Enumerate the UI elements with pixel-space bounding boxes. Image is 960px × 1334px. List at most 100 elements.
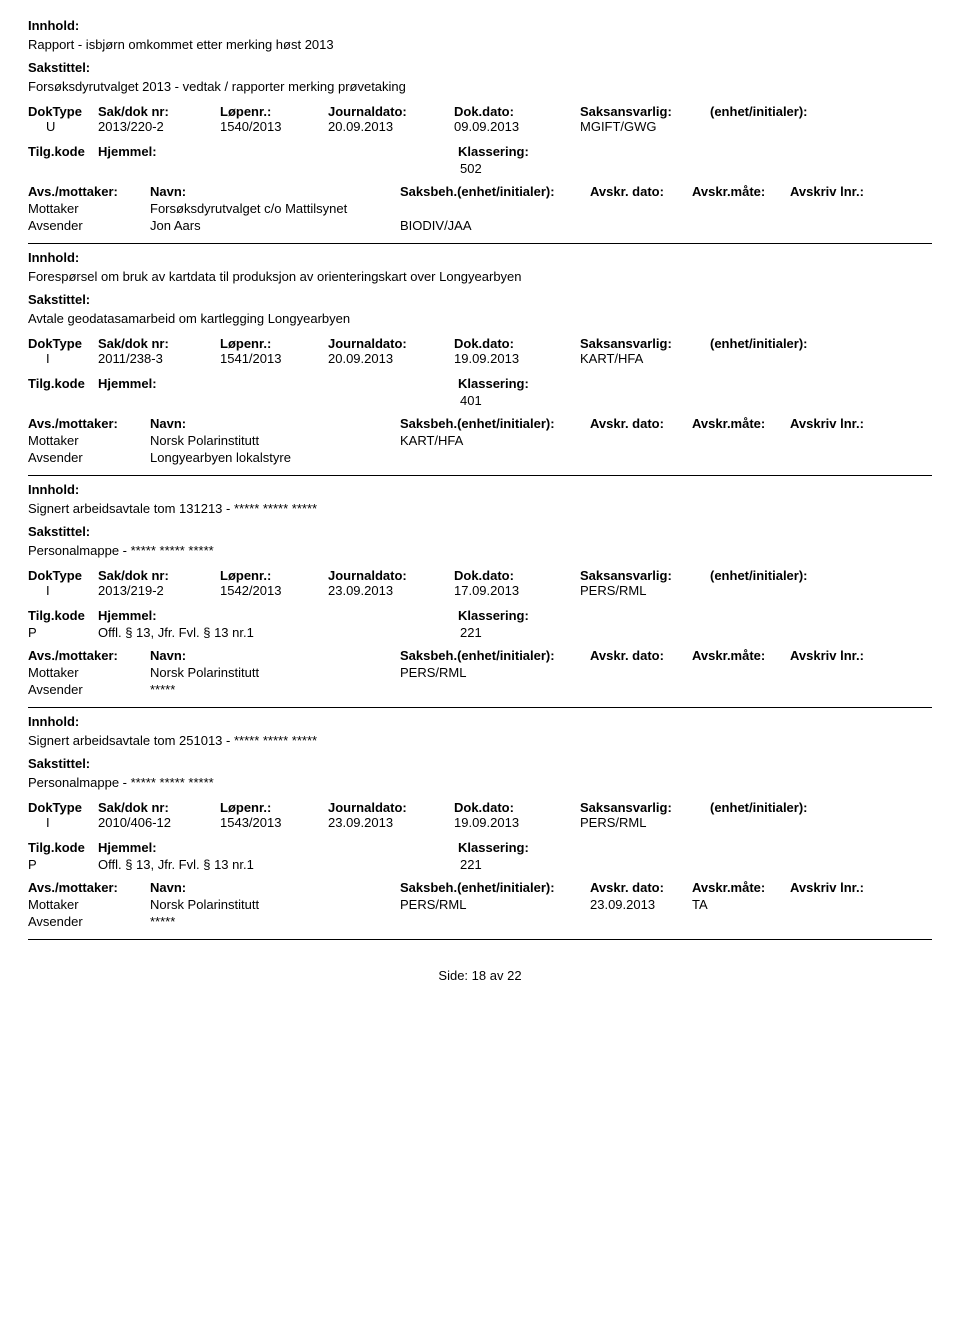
- party-header: Avs./mottaker: Navn: Saksbeh.(enhet/init…: [28, 648, 932, 663]
- party-saksbeh: KART/HFA: [400, 433, 590, 448]
- party-header: Avs./mottaker: Navn: Saksbeh.(enhet/init…: [28, 416, 932, 431]
- journal-record: Innhold: Signert arbeidsavtale tom 13121…: [28, 482, 932, 697]
- enhet-header: (enhet/initialer):: [710, 800, 814, 815]
- enhet-header: (enhet/initialer):: [710, 336, 814, 351]
- sakstittel-text: Personalmappe - ***** ***** *****: [28, 775, 932, 790]
- party-row: Avsender Longyearbyen lokalstyre: [28, 450, 932, 465]
- tilgkode-label: Tilg.kode: [28, 376, 98, 391]
- avskrlnr-label: Avskriv lnr.:: [790, 416, 864, 431]
- enhet-header: (enhet/initialer):: [710, 104, 814, 119]
- party-name: Norsk Polarinstitutt: [150, 665, 400, 680]
- sakdok-value: 2013/220-2: [98, 119, 220, 134]
- klassering-value: 221: [460, 625, 482, 640]
- party-role: Avsender: [28, 450, 150, 465]
- dokdato-header: Dok.dato:: [454, 800, 580, 815]
- saksansvarlig-header: Saksansvarlig:: [580, 800, 710, 815]
- doktype-header: DokType: [28, 800, 98, 815]
- hjemmel-label: Hjemmel:: [98, 840, 398, 855]
- side-label: Side:: [438, 968, 468, 983]
- navn-label: Navn:: [150, 416, 400, 431]
- avskrdato-label: Avskr. dato:: [590, 880, 692, 895]
- journaldato-header: Journaldato:: [328, 336, 454, 351]
- doktype-header: DokType: [28, 104, 98, 119]
- saksbeh-label: Saksbeh.(enhet/initialer):: [400, 416, 590, 431]
- saksansvarlig-value: PERS/RML: [580, 815, 710, 830]
- record-divider: [28, 475, 932, 476]
- columns-values: I 2010/406-12 1543/2013 23.09.2013 19.09…: [28, 815, 932, 830]
- hjemmel-value-row: 401: [28, 393, 932, 408]
- lopenr-value: 1541/2013: [220, 351, 328, 366]
- party-row: Mottaker Norsk Polarinstitutt KART/HFA: [28, 433, 932, 448]
- innhold-label: Innhold:: [28, 250, 932, 265]
- av-label: av: [490, 968, 504, 983]
- hjemmel-header-row: Tilg.kode Hjemmel: Klassering:: [28, 376, 932, 391]
- party-row: Avsender Jon Aars BIODIV/JAA: [28, 218, 932, 233]
- lopenr-value: 1542/2013: [220, 583, 328, 598]
- klassering-label: Klassering:: [458, 376, 529, 391]
- journaldato-header: Journaldato:: [328, 568, 454, 583]
- hjemmel-value: Offl. § 13, Jfr. Fvl. § 13 nr.1: [98, 625, 400, 640]
- party-row: Mottaker Forsøksdyrutvalget c/o Mattilsy…: [28, 201, 932, 216]
- hjemmel-value-row: P Offl. § 13, Jfr. Fvl. § 13 nr.1 221: [28, 857, 932, 872]
- party-name: *****: [150, 914, 400, 929]
- party-role: Mottaker: [28, 201, 150, 216]
- avsmottaker-label: Avs./mottaker:: [28, 184, 150, 199]
- avskrdato-label: Avskr. dato:: [590, 648, 692, 663]
- columns-header: DokType Sak/dok nr: Løpenr.: Journaldato…: [28, 336, 932, 351]
- party-name: Forsøksdyrutvalget c/o Mattilsynet: [150, 201, 400, 216]
- avskrmate-label: Avskr.måte:: [692, 416, 790, 431]
- dokdato-header: Dok.dato:: [454, 568, 580, 583]
- lopenr-header: Løpenr.:: [220, 568, 328, 583]
- journaldato-header: Journaldato:: [328, 104, 454, 119]
- avskrlnr-label: Avskriv lnr.:: [790, 184, 864, 199]
- hjemmel-label: Hjemmel:: [98, 608, 398, 623]
- sakdok-header: Sak/dok nr:: [98, 568, 220, 583]
- enhet-header: (enhet/initialer):: [710, 568, 814, 583]
- party-role: Avsender: [28, 218, 150, 233]
- klassering-label: Klassering:: [458, 144, 529, 159]
- avsmottaker-label: Avs./mottaker:: [28, 648, 150, 663]
- party-saksbeh: BIODIV/JAA: [400, 218, 590, 233]
- party-role: Avsender: [28, 914, 150, 929]
- journal-record: Innhold: Rapport - isbjørn omkommet ette…: [28, 18, 932, 233]
- innhold-label: Innhold:: [28, 482, 932, 497]
- lopenr-value: 1540/2013: [220, 119, 328, 134]
- navn-label: Navn:: [150, 880, 400, 895]
- innhold-text: Signert arbeidsavtale tom 251013 - *****…: [28, 733, 932, 748]
- sakstittel-label: Sakstittel:: [28, 756, 932, 771]
- party-avskrmate: TA: [692, 897, 790, 912]
- dokdato-header: Dok.dato:: [454, 104, 580, 119]
- sakdok-value: 2010/406-12: [98, 815, 220, 830]
- record-divider: [28, 243, 932, 244]
- party-role: Mottaker: [28, 433, 150, 448]
- saksansvarlig-value: PERS/RML: [580, 583, 710, 598]
- columns-values: U 2013/220-2 1540/2013 20.09.2013 09.09.…: [28, 119, 932, 134]
- columns-header: DokType Sak/dok nr: Løpenr.: Journaldato…: [28, 800, 932, 815]
- sakdok-header: Sak/dok nr:: [98, 104, 220, 119]
- tilgkode-label: Tilg.kode: [28, 144, 98, 159]
- party-role: Avsender: [28, 682, 150, 697]
- innhold-text: Rapport - isbjørn omkommet etter merking…: [28, 37, 932, 52]
- record-divider: [28, 939, 932, 940]
- party-role: Mottaker: [28, 897, 150, 912]
- columns-header: DokType Sak/dok nr: Løpenr.: Journaldato…: [28, 568, 932, 583]
- party-row: Avsender *****: [28, 914, 932, 929]
- avskrdato-label: Avskr. dato:: [590, 416, 692, 431]
- dokdato-value: 17.09.2013: [454, 583, 580, 598]
- journaldato-value: 23.09.2013: [328, 583, 454, 598]
- doktype-header: DokType: [28, 336, 98, 351]
- record-divider: [28, 707, 932, 708]
- hjemmel-header-row: Tilg.kode Hjemmel: Klassering:: [28, 608, 932, 623]
- sakstittel-text: Personalmappe - ***** ***** *****: [28, 543, 932, 558]
- lopenr-header: Løpenr.:: [220, 104, 328, 119]
- avskrdato-label: Avskr. dato:: [590, 184, 692, 199]
- tilgkode-label: Tilg.kode: [28, 608, 98, 623]
- saksbeh-label: Saksbeh.(enhet/initialer):: [400, 184, 590, 199]
- doktype-value: I: [28, 815, 98, 830]
- party-row: Avsender *****: [28, 682, 932, 697]
- doktype-value: I: [28, 351, 98, 366]
- innhold-text: Forespørsel om bruk av kartdata til prod…: [28, 269, 932, 284]
- journaldato-value: 20.09.2013: [328, 351, 454, 366]
- klassering-value: 221: [460, 857, 482, 872]
- avskrlnr-label: Avskriv lnr.:: [790, 648, 864, 663]
